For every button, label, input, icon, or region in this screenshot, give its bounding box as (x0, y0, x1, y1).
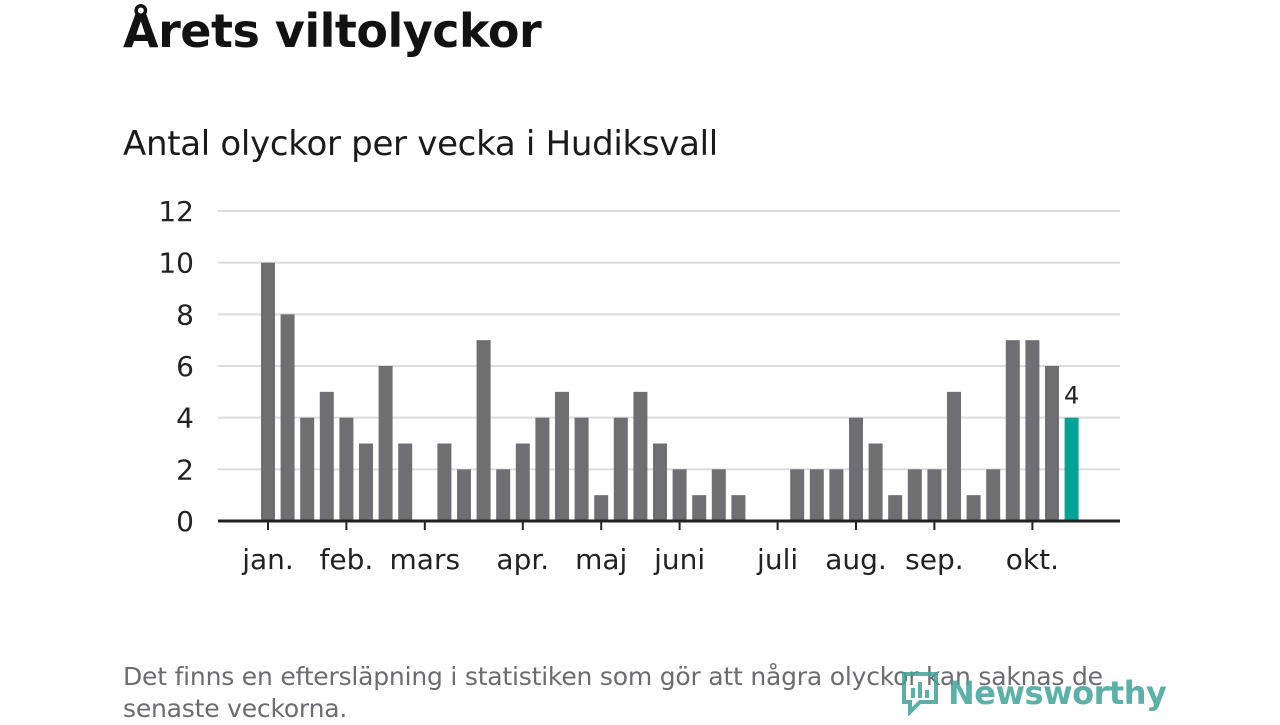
x-tick-label: feb. (320, 543, 374, 576)
newsworthy-logo-icon (902, 672, 938, 716)
bar (359, 443, 373, 521)
bar (300, 417, 315, 521)
logo-text: Newsworthy (948, 674, 1167, 712)
bar (496, 469, 511, 521)
x-tick-label: apr. (496, 543, 549, 576)
bar (966, 495, 981, 521)
bar (692, 495, 707, 521)
bar (457, 469, 471, 521)
bar (672, 469, 687, 521)
y-tick-label: 12 (158, 195, 194, 228)
y-tick-label: 4 (176, 402, 194, 435)
bar (280, 314, 295, 521)
bar (1005, 340, 1020, 521)
x-tick-label: jan. (241, 543, 294, 576)
footnote: Det finns en eftersläpning i statistiken… (123, 662, 1103, 723)
x-tick-label: juni (653, 543, 705, 576)
bar (986, 469, 1001, 521)
bar (515, 443, 530, 521)
x-tick-label: juli (756, 543, 798, 576)
y-tick-label: 2 (176, 453, 194, 486)
bar (809, 469, 824, 521)
x-tick-label: aug. (825, 543, 887, 576)
y-tick-label: 0 (176, 505, 194, 538)
chart-title: Årets viltolyckor (123, 4, 542, 58)
x-tick-label: okt. (1006, 543, 1059, 576)
bar (731, 495, 746, 521)
bar-chart: 0 2 4 6 8 10 12 4 jan. feb. mars apr. maj juni juli aug… (158, 195, 1120, 576)
y-tick-label: 10 (158, 247, 194, 280)
bar (1025, 340, 1040, 521)
x-tick-label: maj (575, 543, 627, 576)
bar (535, 417, 550, 521)
bar (1045, 366, 1059, 521)
bar (790, 469, 805, 521)
bar (849, 417, 863, 521)
bar (927, 469, 942, 521)
y-tick-label: 6 (176, 350, 194, 383)
bar (398, 443, 413, 521)
bar (613, 417, 628, 521)
bar (711, 469, 726, 521)
y-tick-label: 8 (176, 298, 194, 331)
bar (947, 391, 961, 521)
bar (437, 443, 452, 521)
bar (476, 340, 491, 521)
bar (378, 366, 393, 521)
x-tick-label: mars (390, 543, 461, 576)
bar (555, 391, 569, 521)
newsworthy-logo: Newsworthy (900, 670, 1167, 716)
bar (633, 391, 648, 521)
bar (319, 391, 334, 521)
bar (594, 495, 609, 521)
bar (907, 469, 922, 521)
highlight-bar (1064, 417, 1079, 521)
chart-subtitle: Antal olyckor per vecka i Hudiksvall (123, 124, 718, 164)
bar (574, 417, 589, 521)
bar (653, 443, 667, 521)
x-tick-label: sep. (905, 543, 964, 576)
bar (339, 417, 354, 521)
bar (261, 262, 275, 521)
data-label: 4 (1064, 382, 1079, 410)
bar (868, 443, 883, 521)
bar (829, 469, 844, 521)
bar (888, 495, 903, 521)
